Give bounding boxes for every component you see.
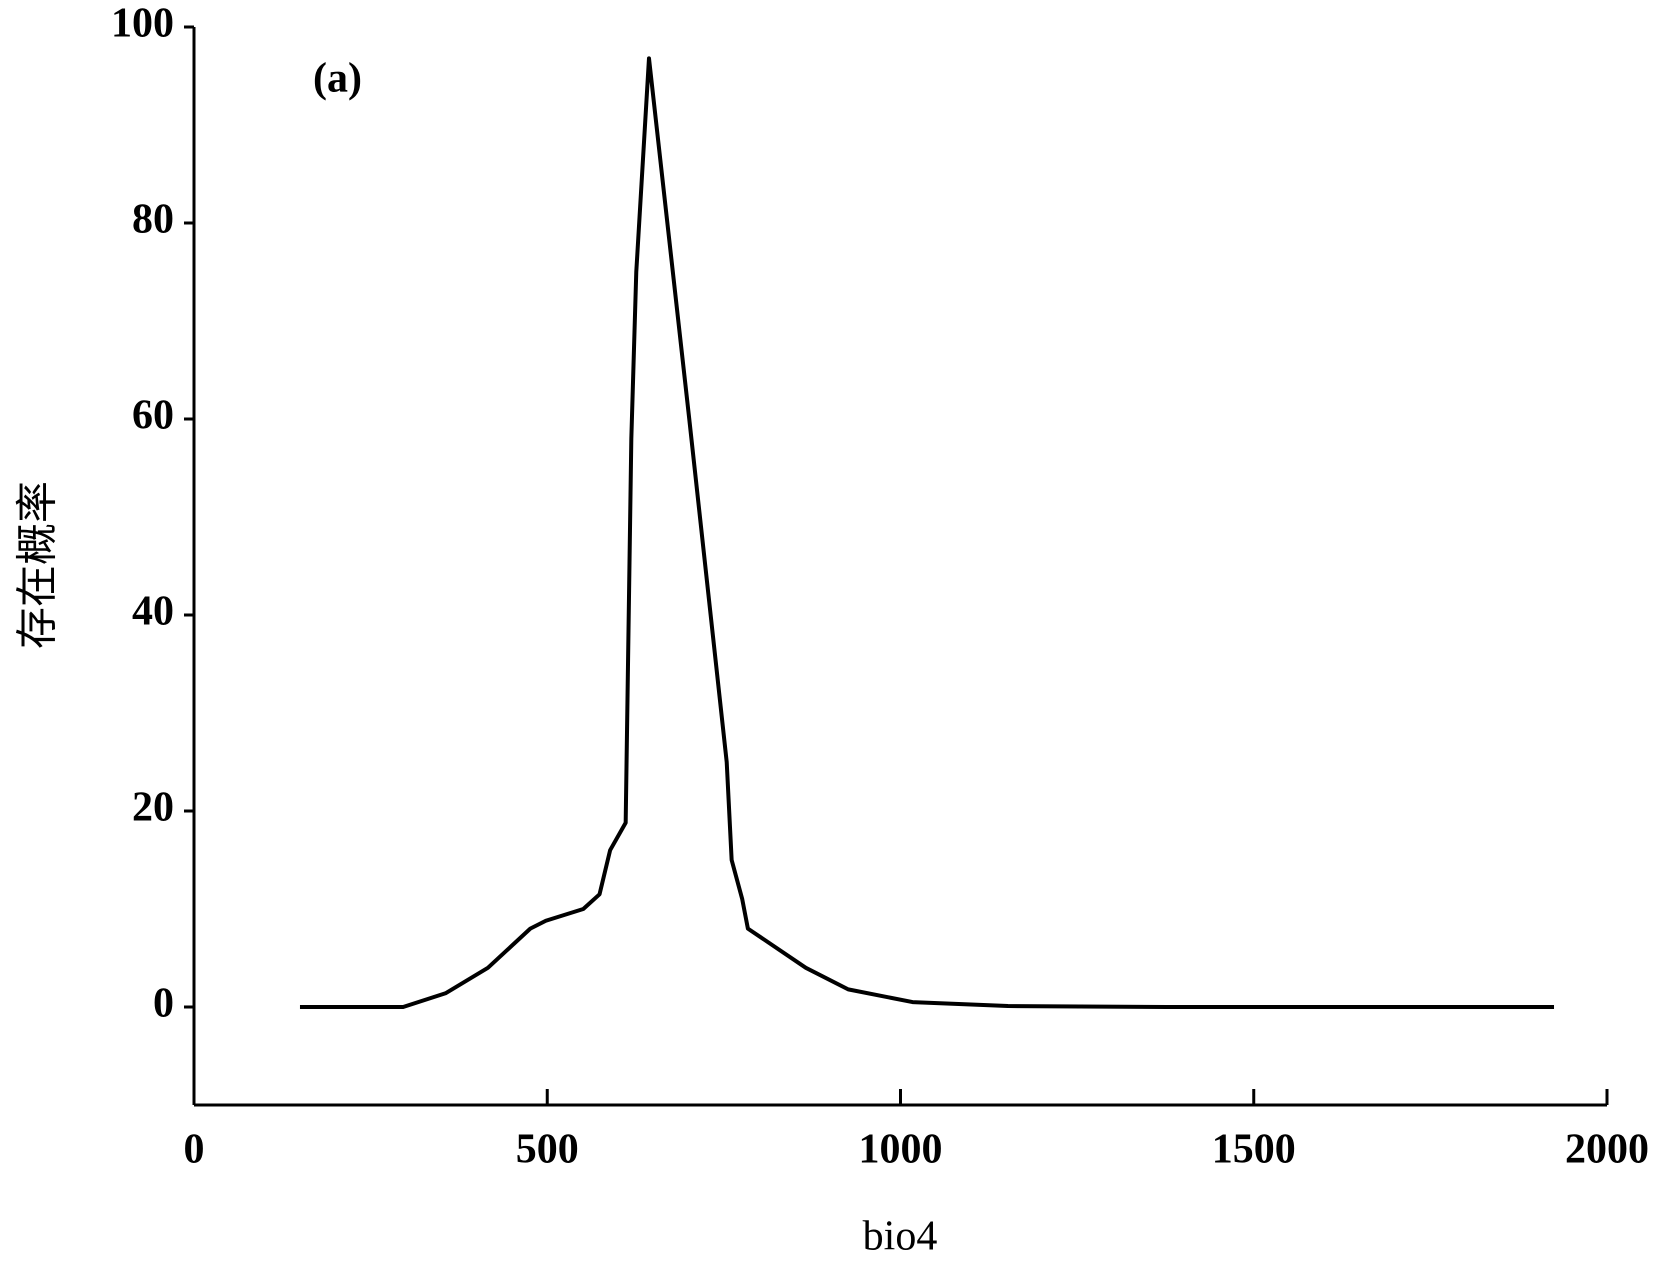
- y-tick-label: 100: [111, 1, 174, 47]
- y-tick-label: 60: [132, 393, 174, 439]
- x-axis-label: bio4: [863, 1214, 938, 1260]
- x-tick-label: 1500: [1212, 1127, 1296, 1173]
- y-tick-label: 40: [132, 589, 174, 635]
- x-tick-label: 500: [516, 1127, 579, 1173]
- y-tick-label: 0: [153, 981, 174, 1027]
- y-axis-label: 存在概率: [15, 481, 62, 649]
- x-tick-label: 2000: [1565, 1127, 1649, 1173]
- x-tick-label: 0: [184, 1127, 205, 1173]
- data-line: [299, 56, 1555, 1009]
- y-tick-label: 80: [132, 197, 174, 243]
- y-tick-label: 20: [132, 785, 174, 831]
- panel-label: (a): [313, 56, 362, 102]
- x-tick-label: 1000: [859, 1127, 943, 1173]
